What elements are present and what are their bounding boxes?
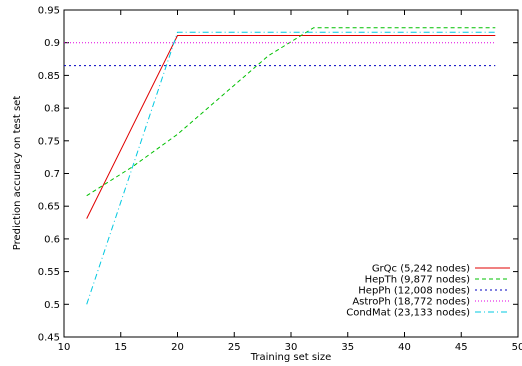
series-line-hepth — [86, 27, 496, 197]
y-axis-label: Prediction accuracy on test set — [12, 96, 23, 251]
series-lines — [64, 27, 496, 305]
y-tick-label: 0.95 — [38, 6, 60, 17]
legend-label-astroph: AstroPh (18,772 nodes) — [352, 297, 470, 308]
legend-label-hepth: HepTh (9,877 nodes) — [365, 275, 471, 286]
y-tick-label: 0.5 — [44, 300, 60, 311]
x-tick-label: 40 — [398, 342, 411, 353]
y-tick-label: 0.85 — [38, 71, 60, 82]
y-tick-label: 0.6 — [44, 234, 60, 245]
x-tick-label: 15 — [114, 342, 127, 353]
y-tick-label: 0.8 — [44, 104, 60, 115]
legend-label-grqc: GrQc (5,242 nodes) — [372, 264, 470, 275]
x-tick-label: 35 — [341, 342, 354, 353]
x-axis-label: Training set size — [250, 352, 332, 363]
x-tick-label: 45 — [455, 342, 468, 353]
series-line-condmat — [86, 31, 496, 305]
x-tick-label: 30 — [285, 342, 298, 353]
axis-ticks: 10 15 20 25 30 35 40 45 50 0.45 0.5 0.55 0.6 0.65 0.7 0… — [38, 6, 522, 354]
legend: GrQc (5,242 nodes)HepTh (9,877 nodes)Hep… — [346, 264, 510, 319]
x-tick-label: 50 — [512, 342, 522, 353]
x-tick-label: 10 — [58, 342, 71, 353]
x-tick-label: 20 — [171, 342, 184, 353]
y-tick-label: 0.55 — [38, 267, 60, 278]
y-tick-label: 0.45 — [38, 333, 60, 344]
legend-label-condmat: CondMat (23,133 nodes) — [346, 308, 470, 319]
series-line-grqc — [86, 35, 496, 219]
y-tick-label: 0.75 — [38, 136, 60, 147]
x-tick-label: 25 — [228, 342, 241, 353]
y-tick-label: 0.9 — [44, 38, 60, 49]
y-tick-label: 0.65 — [38, 202, 60, 213]
y-tick-label: 0.7 — [44, 169, 60, 180]
legend-label-hepph: HepPh (12,008 nodes) — [358, 286, 470, 297]
